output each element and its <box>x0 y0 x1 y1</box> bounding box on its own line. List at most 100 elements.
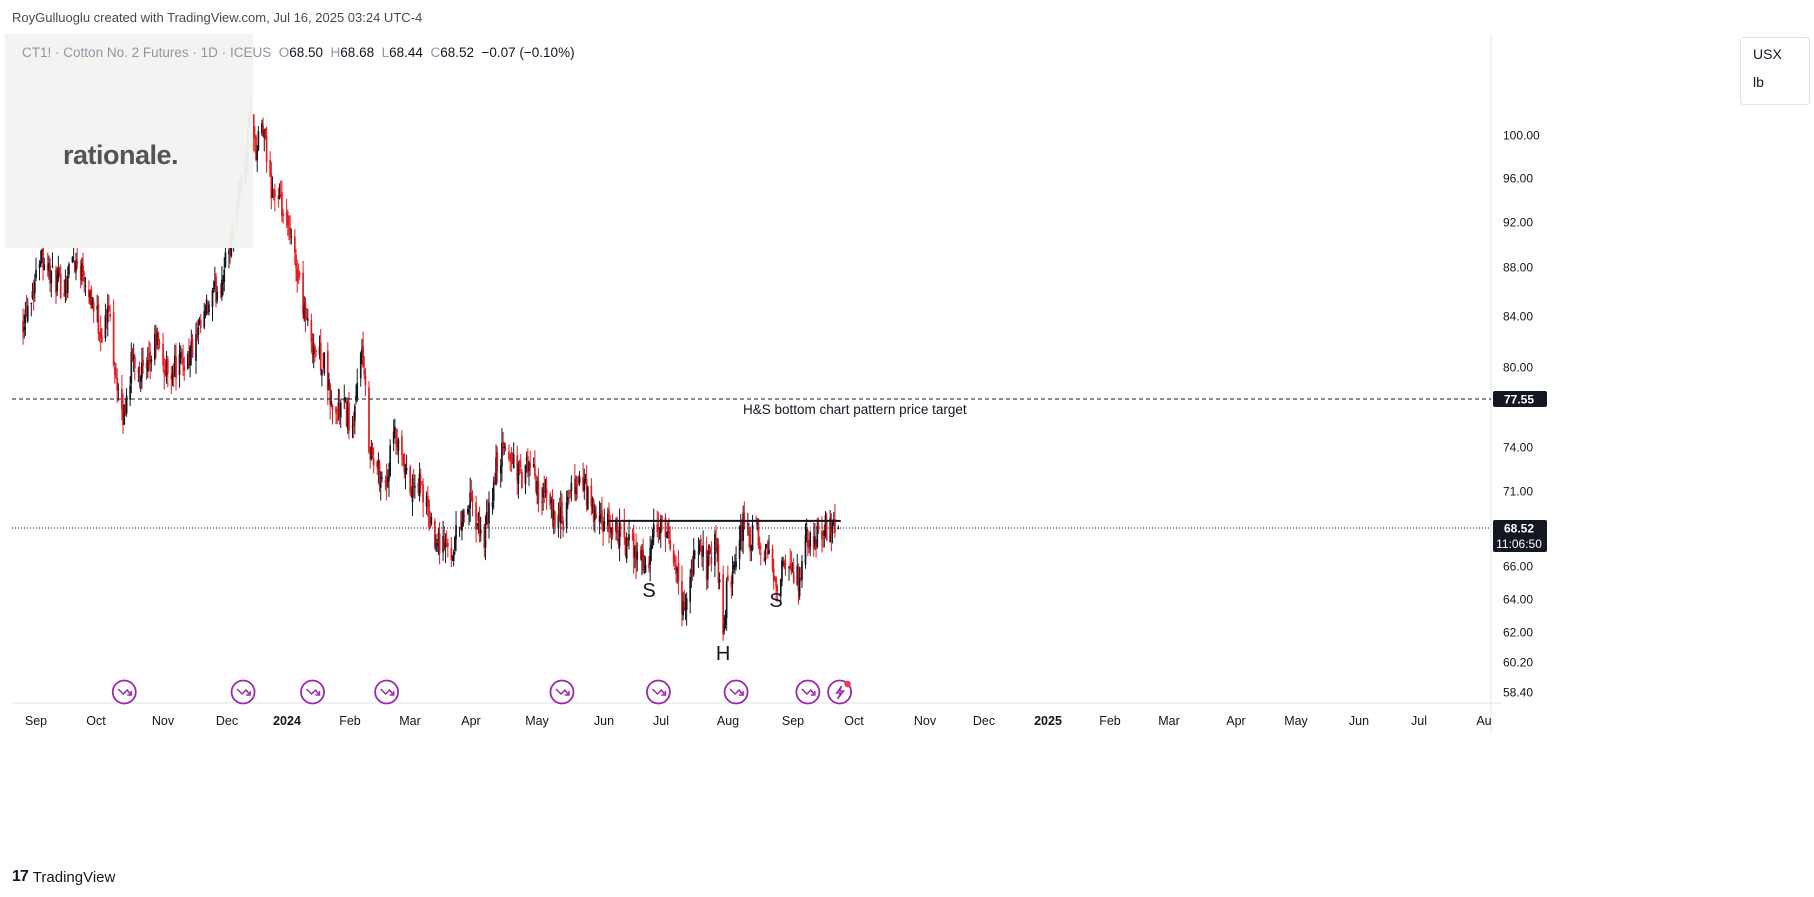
candle <box>445 530 448 548</box>
economic-event-icon[interactable] <box>111 679 137 705</box>
y-tick-label: 60.20 <box>1503 656 1533 670</box>
candle-body <box>46 263 49 271</box>
candle <box>203 302 206 330</box>
candle-body <box>635 544 637 564</box>
candle-body <box>229 247 231 254</box>
candle-body <box>801 561 803 580</box>
candle <box>666 522 669 539</box>
candle <box>42 246 44 281</box>
candle-body <box>269 160 271 177</box>
economic-event-icon[interactable] <box>230 679 256 705</box>
candle <box>537 468 540 513</box>
candle-body <box>661 516 663 521</box>
candle-body <box>395 429 397 445</box>
candle-body <box>541 501 543 503</box>
candle-body <box>222 282 224 285</box>
candle-body <box>422 484 424 503</box>
candle <box>403 452 406 479</box>
currency-label[interactable]: USX <box>1753 46 1782 62</box>
candle-body <box>425 495 428 507</box>
chart-area[interactable]: 58.40 60.20 62.00 64.00 66.00 71.00 74.00 80.00… <box>12 34 1809 857</box>
candle <box>738 525 741 570</box>
candle-body <box>42 247 44 268</box>
candle-body <box>286 212 289 226</box>
candle-body <box>197 328 200 335</box>
pattern-label[interactable]: S <box>769 590 782 612</box>
candle <box>304 297 307 332</box>
candle <box>701 545 703 567</box>
candle <box>715 524 717 554</box>
candle <box>462 508 464 528</box>
pattern-label[interactable]: S <box>642 580 655 602</box>
chart-background <box>12 34 1809 857</box>
candle-body <box>624 537 627 556</box>
candle-body <box>476 523 479 526</box>
candle-body <box>694 553 696 555</box>
candle-body <box>774 578 776 581</box>
candle <box>48 255 50 280</box>
candle-body <box>443 538 446 551</box>
candle-body <box>73 261 76 272</box>
candle-body <box>430 516 433 524</box>
candle-body <box>626 540 629 546</box>
unit-label[interactable]: lb <box>1753 74 1764 90</box>
x-tick-label: Dec <box>216 714 238 728</box>
candle <box>149 342 151 380</box>
candle <box>205 294 208 316</box>
candlestick-chart[interactable]: 58.40 60.20 62.00 64.00 66.00 71.00 74.00 80.00… <box>12 34 1809 857</box>
candle-body <box>368 387 370 453</box>
price-scale-unit-selector[interactable]: USX lb <box>1740 37 1810 105</box>
candle-body <box>414 485 416 488</box>
candle <box>412 469 415 498</box>
candle-body <box>389 445 392 476</box>
candle-body <box>315 350 317 352</box>
candle-body <box>675 565 677 575</box>
candle-body <box>91 300 94 306</box>
candle <box>162 332 164 372</box>
candle <box>434 518 436 550</box>
candle <box>830 513 833 552</box>
candle <box>508 444 510 462</box>
candle-body <box>558 510 561 522</box>
candle-body <box>198 320 201 326</box>
candle <box>734 554 736 575</box>
candle-body <box>270 173 273 199</box>
candle-body <box>751 524 754 550</box>
economic-event-icon[interactable] <box>374 679 400 705</box>
candle-body <box>510 452 513 462</box>
candle-body <box>454 537 456 550</box>
candle-body <box>557 514 560 529</box>
candle <box>608 502 610 544</box>
candle-body <box>732 565 735 570</box>
candle-body <box>385 477 388 487</box>
price-target-annotation[interactable]: H&S bottom chart pattern price target <box>743 402 967 417</box>
economic-event-icon[interactable] <box>300 679 325 705</box>
symbol-exchange: ICEUS <box>229 45 272 60</box>
candle-body <box>543 482 546 491</box>
candle-body <box>830 523 833 536</box>
candle-body <box>153 333 156 360</box>
candle-body <box>631 536 634 538</box>
pattern-label[interactable]: H <box>716 643 730 665</box>
candle <box>625 532 628 563</box>
x-tick-label: Aug <box>717 714 739 728</box>
candle-body <box>738 539 741 559</box>
candle <box>314 343 316 363</box>
y-tick-label: 100.00 <box>1503 129 1540 143</box>
economic-event-icon[interactable] <box>795 679 821 705</box>
economic-event-icon[interactable] <box>723 679 749 705</box>
candle <box>502 432 504 456</box>
candle <box>344 396 347 403</box>
tradingview-brand[interactable]: 17 TradingView <box>12 868 115 886</box>
candle-body <box>396 441 399 448</box>
candle-body <box>278 195 281 199</box>
candle <box>557 502 560 538</box>
candle-body <box>223 269 226 282</box>
x-tick-label: Au <box>1476 714 1491 728</box>
candle-body <box>763 558 766 562</box>
candle-body <box>38 264 41 268</box>
candle-body <box>190 341 193 352</box>
economic-event-icon[interactable] <box>646 679 671 705</box>
lightning-event-icon[interactable] <box>827 679 853 705</box>
economic-event-icon[interactable] <box>549 679 575 705</box>
